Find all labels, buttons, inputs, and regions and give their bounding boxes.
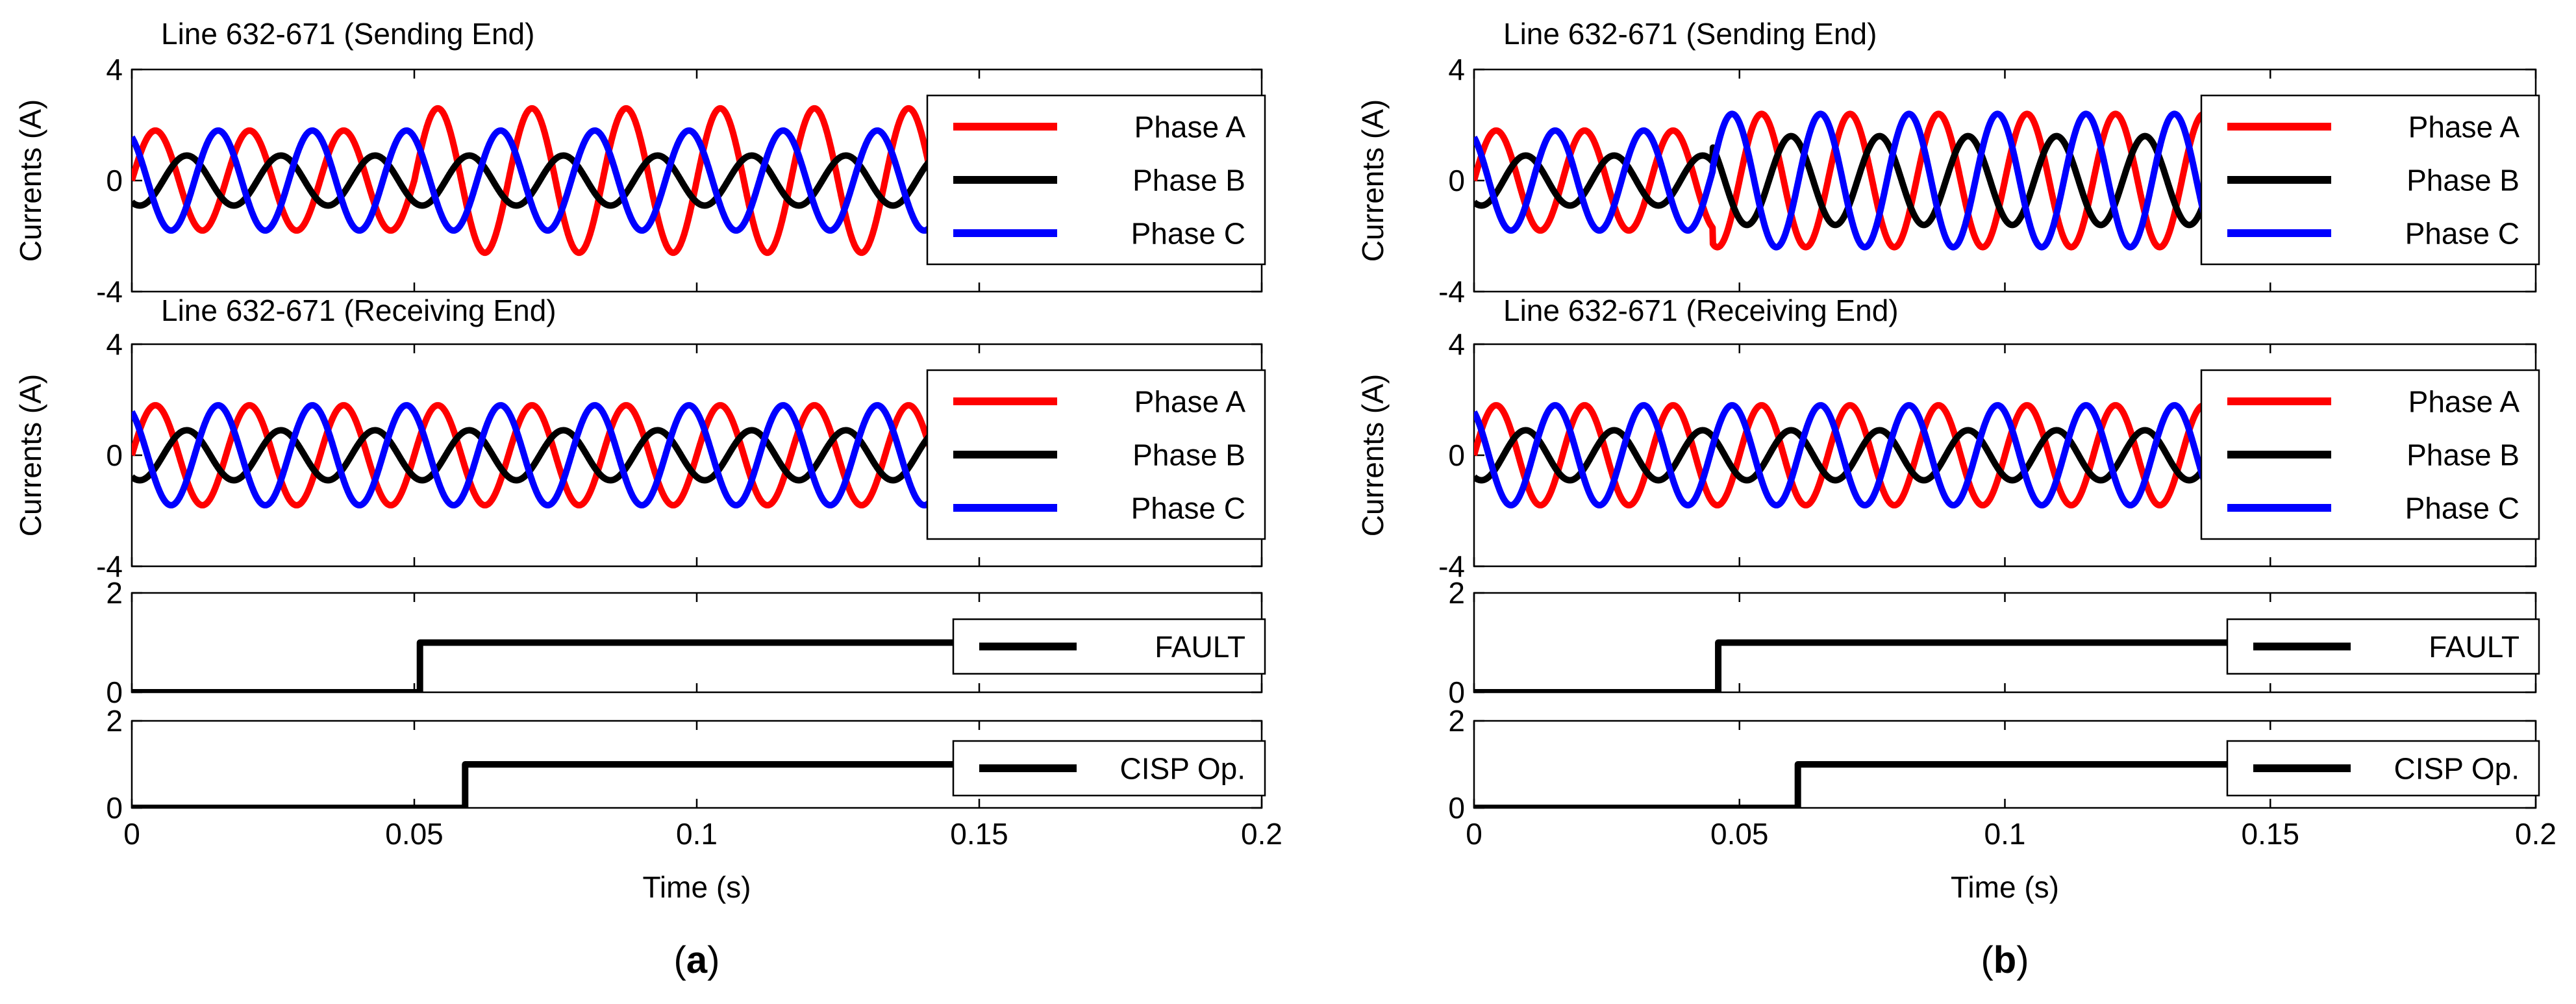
y-tick-label: -4	[96, 549, 123, 583]
y-tick-label: 0	[1448, 438, 1465, 472]
subplot-4: 0 2 0 0.05 0.1 0.15 0.2 CISP Op.	[1448, 704, 2557, 851]
legend-label: Phase B	[2407, 164, 2520, 197]
x-axis-label: Time (s)	[643, 870, 751, 904]
y-tick-label: 0	[106, 164, 123, 197]
y-axis-label: Currents (A)	[14, 374, 47, 536]
legend: Phase A Phase B Phase C	[2200, 369, 2540, 540]
y-tick-label: 2	[106, 576, 123, 610]
y-tick-label: 4	[1448, 327, 1465, 361]
legend-label: FAULT	[2429, 630, 2520, 664]
series-line-cisp-op-	[1474, 761, 2536, 808]
x-tick-label: 0	[1466, 817, 1482, 851]
data-lines	[132, 639, 1262, 692]
y-tick-label: 4	[106, 327, 123, 361]
y-tick-label: 2	[1448, 704, 1465, 738]
y-axis-label: Currents (A)	[1356, 99, 1390, 262]
panel-label: (a)	[674, 939, 720, 981]
subplot-title: Line 632-671 (Sending End)	[161, 17, 534, 51]
y-tick-label: 0	[106, 675, 123, 709]
subplot-title: Line 632-671 (Sending End)	[1503, 17, 1877, 51]
y-tick-label: 0	[106, 438, 123, 472]
legend-label: Phase B	[1132, 164, 1245, 197]
y-tick-label: -4	[96, 275, 123, 308]
y-axis-label: Currents (A)	[1356, 374, 1390, 536]
y-tick-label: -4	[1438, 549, 1465, 583]
subplot-2: -4 0 4 Line 632-671 (Receiving End) Currents…	[1356, 294, 2540, 583]
series-line-fault	[1474, 639, 2536, 692]
legend: CISP Op.	[2226, 740, 2540, 797]
y-tick-label: -4	[1438, 275, 1465, 308]
legend-label: CISP Op.	[2394, 752, 2520, 786]
y-tick-label: 4	[106, 53, 123, 86]
legend-label: FAULT	[1155, 630, 1245, 664]
x-axis-label: Time (s)	[1951, 870, 2059, 904]
subplot-1: -4 0 4 Line 632-671 (Sending End) Currents (…	[1356, 17, 2540, 308]
data-lines	[1474, 639, 2536, 692]
chart-panel-2: -4 0 4 Line 632-671 (Sending End) Currents (…	[1356, 17, 2557, 981]
y-tick-label: 2	[106, 704, 123, 738]
y-tick-label: 0	[1448, 164, 1465, 197]
legend: CISP Op.	[952, 740, 1266, 797]
legend-label: Phase C	[2405, 492, 2520, 525]
legend-label: Phase A	[2408, 110, 2520, 144]
panel-label: (b)	[1981, 939, 2029, 981]
legend: FAULT	[952, 618, 1266, 675]
legend-label: Phase C	[1131, 492, 1245, 525]
x-tick-label: 0.2	[2515, 817, 2557, 851]
chart-panel-1: -4 0 4 Line 632-671 (Sending End) Currents (…	[14, 17, 1282, 981]
legend-label: Phase B	[1132, 438, 1245, 472]
y-tick-label: 4	[1448, 53, 1465, 86]
x-tick-label: 0.1	[1984, 817, 2026, 851]
x-tick-label: 0.05	[1710, 817, 1769, 851]
x-tick-label: 0	[123, 817, 140, 851]
y-tick-label: 0	[1448, 675, 1465, 709]
legend-label: Phase A	[2408, 385, 2520, 419]
subplot-title: Line 632-671 (Receiving End)	[1503, 294, 1899, 327]
x-tick-label: 0.05	[385, 817, 444, 851]
legend: Phase A Phase B Phase C	[926, 369, 1266, 540]
legend-label: Phase A	[1134, 110, 1246, 144]
subplot-title: Line 632-671 (Receiving End)	[161, 294, 556, 327]
legend-label: Phase A	[1134, 385, 1246, 419]
data-lines	[132, 761, 1262, 808]
legend-label: Phase B	[2407, 438, 2520, 472]
subplot-2: -4 0 4 Line 632-671 (Receiving End) Currents…	[14, 294, 1266, 583]
y-tick-label: 2	[1448, 576, 1465, 610]
subplot-3: 0 2 FAULT	[106, 576, 1266, 709]
y-tick-label: 0	[1448, 791, 1465, 825]
legend-label: Phase C	[2405, 217, 2520, 251]
data-lines	[1474, 761, 2536, 808]
legend: Phase A Phase B Phase C	[2200, 94, 2540, 266]
x-tick-label: 0.15	[950, 817, 1008, 851]
x-tick-label: 0.2	[1241, 817, 1282, 851]
y-tick-label: 0	[106, 791, 123, 825]
legend-label: Phase C	[1131, 217, 1245, 251]
subplot-4: 0 2 0 0.05 0.1 0.15 0.2 CISP Op.	[106, 704, 1282, 851]
x-tick-label: 0.1	[676, 817, 718, 851]
legend: FAULT	[2226, 618, 2540, 675]
legend-label: CISP Op.	[1120, 752, 1245, 786]
subplot-3: 0 2 FAULT	[1448, 576, 2540, 709]
series-line-fault	[132, 639, 1262, 692]
series-line-cisp-op-	[132, 761, 1262, 808]
subplot-1: -4 0 4 Line 632-671 (Sending End) Currents (…	[14, 17, 1266, 308]
x-tick-label: 0.15	[2241, 817, 2299, 851]
legend: Phase A Phase B Phase C	[926, 94, 1266, 266]
y-axis-label: Currents (A)	[14, 99, 47, 262]
